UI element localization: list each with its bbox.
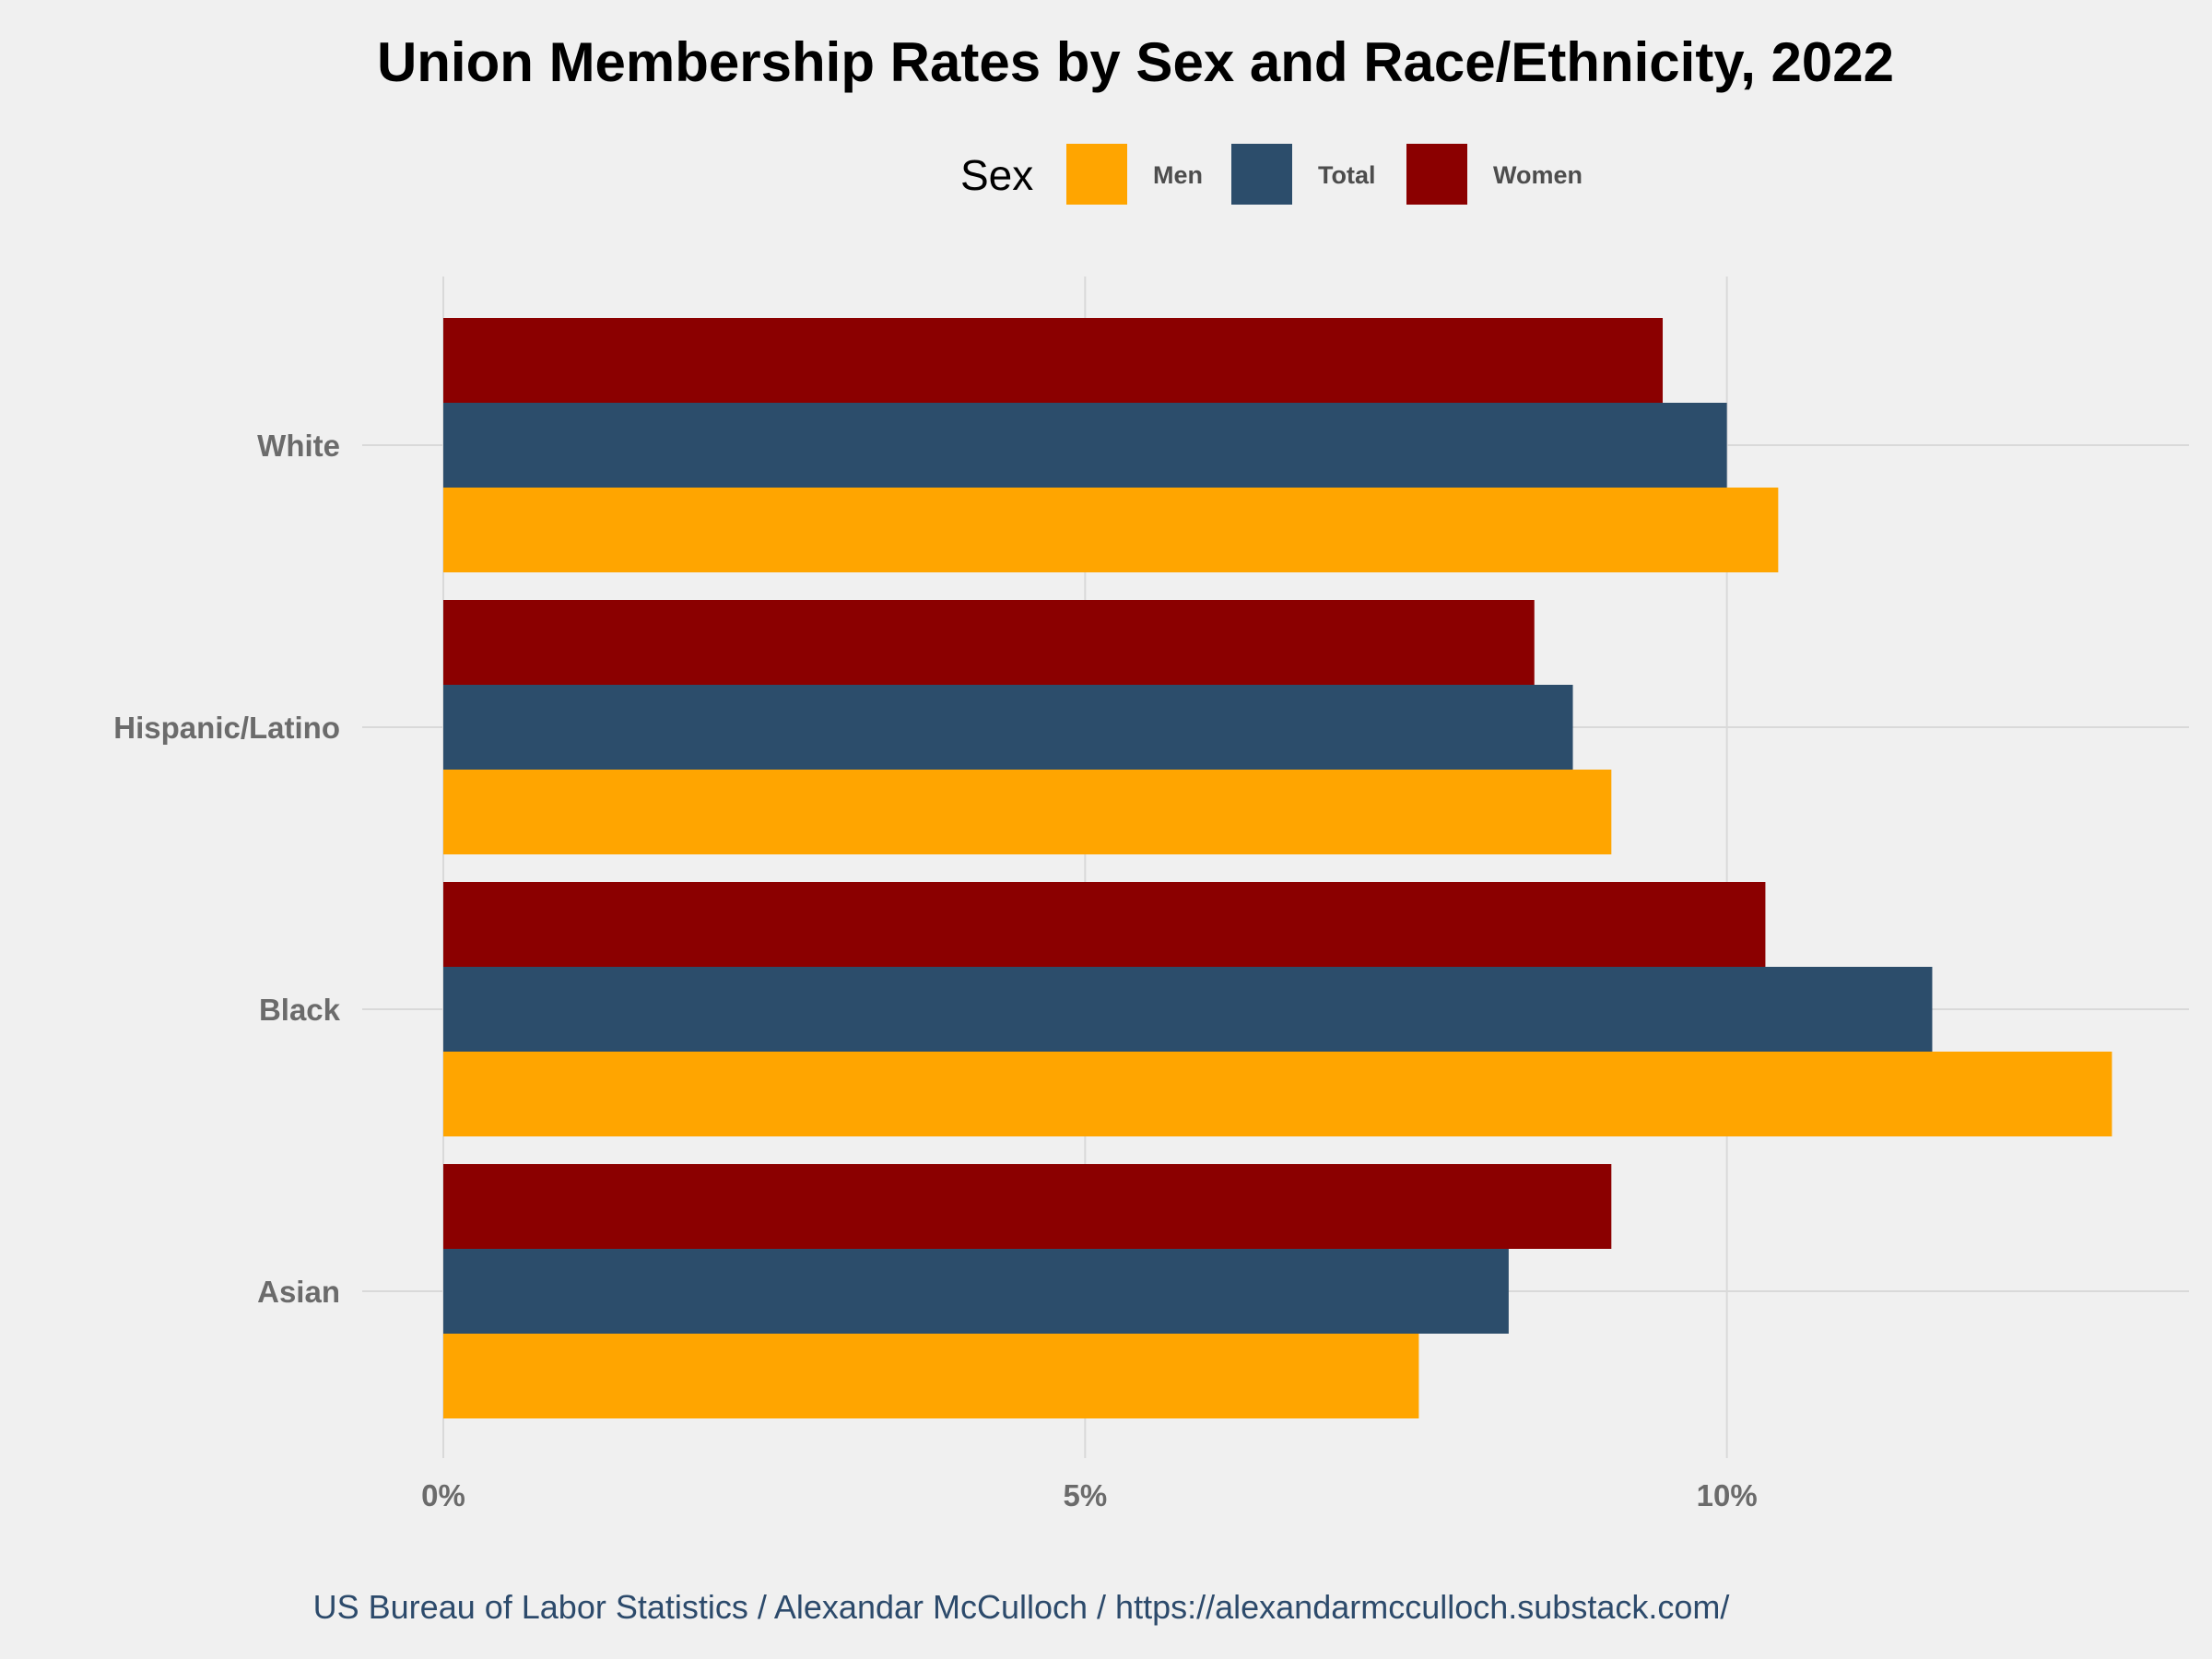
bar-men-white bbox=[443, 488, 1779, 572]
bar-men-asian bbox=[443, 1334, 1419, 1418]
bar-men-hispanic-latino bbox=[443, 770, 1612, 854]
bar-women-black bbox=[443, 882, 1766, 967]
category-label: Asian bbox=[257, 1275, 340, 1309]
bar-women-hispanic-latino bbox=[443, 600, 1535, 685]
bar-total-black bbox=[443, 967, 1933, 1052]
bar-total-asian bbox=[443, 1249, 1509, 1334]
bar-women-asian bbox=[443, 1164, 1612, 1249]
bars bbox=[443, 318, 2112, 1418]
bar-total-hispanic-latino bbox=[443, 685, 1573, 770]
legend-key-women bbox=[1406, 144, 1467, 205]
caption: US Bureau of Labor Statistics / Alexanda… bbox=[313, 1588, 1730, 1626]
x-tick-label: 0% bbox=[421, 1478, 465, 1512]
category-label: Hispanic/Latino bbox=[113, 711, 340, 745]
x-tick-label: 5% bbox=[1063, 1478, 1107, 1512]
legend-label-women: Women bbox=[1493, 161, 1583, 189]
legend-title: Sex bbox=[960, 151, 1033, 199]
x-tick-label: 10% bbox=[1697, 1478, 1758, 1512]
legend-label-total: Total bbox=[1318, 161, 1376, 189]
value-axis: 0% 5% 10% bbox=[421, 1478, 1758, 1512]
bar-total-white bbox=[443, 403, 1727, 488]
legend-key-men bbox=[1066, 144, 1127, 205]
bar-men-black bbox=[443, 1052, 2112, 1136]
legend-key-total bbox=[1231, 144, 1292, 205]
chart-title: Union Membership Rates by Sex and Race/E… bbox=[377, 31, 1894, 93]
category-label: Black bbox=[259, 993, 341, 1027]
legend: Sex Men Total Women bbox=[960, 144, 1583, 205]
category-axis: White Hispanic/Latino Black Asian bbox=[113, 429, 340, 1309]
category-label: White bbox=[257, 429, 340, 463]
bar-women-white bbox=[443, 318, 1664, 403]
legend-label-men: Men bbox=[1153, 161, 1203, 189]
